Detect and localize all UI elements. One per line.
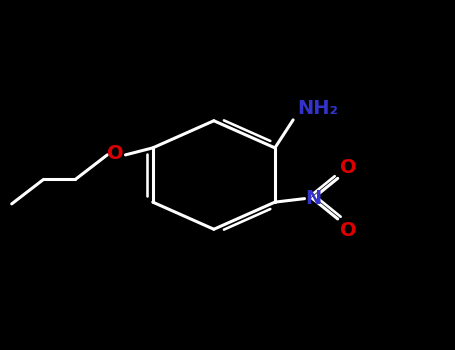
- Text: O: O: [106, 144, 123, 163]
- Text: O: O: [340, 158, 357, 177]
- Text: O: O: [340, 221, 357, 240]
- Text: NH₂: NH₂: [298, 99, 339, 118]
- Text: N: N: [305, 189, 322, 208]
